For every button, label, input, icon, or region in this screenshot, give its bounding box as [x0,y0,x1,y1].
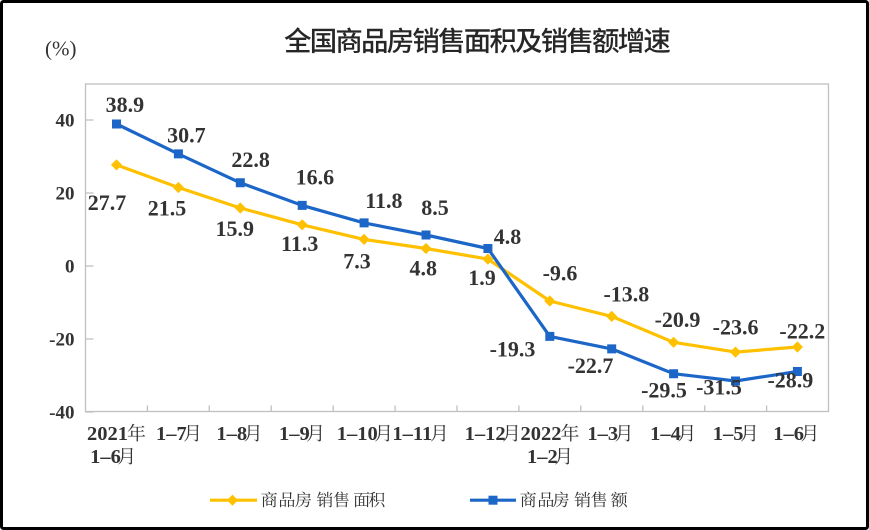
svg-text:1–3: 1–3 [587,423,618,445]
svg-text:21.5: 21.5 [148,196,187,221]
svg-text:1–5: 1–5 [713,423,744,445]
svg-text:-29.5: -29.5 [641,378,687,403]
svg-text:-22.7: -22.7 [568,353,614,378]
svg-text:27.7: 27.7 [88,190,127,215]
svg-text:-20: -20 [49,330,74,351]
svg-text:-19.3: -19.3 [490,337,536,362]
svg-text:15.9: 15.9 [216,216,255,241]
svg-text:-22.2: -22.2 [779,319,825,344]
svg-text:0: 0 [65,257,75,278]
svg-text:22.8: 22.8 [231,147,270,172]
svg-text:20: 20 [56,184,75,205]
svg-text:1–10: 1–10 [337,423,378,445]
svg-text:1–8: 1–8 [216,423,247,445]
svg-text:1–12: 1–12 [465,423,506,445]
svg-text:-20.9: -20.9 [655,307,701,332]
svg-text:-23.6: -23.6 [713,315,759,340]
svg-text:16.6: 16.6 [296,164,335,189]
svg-text:8.5: 8.5 [421,195,449,220]
svg-text:-40: -40 [49,403,74,424]
svg-text:7.3: 7.3 [343,249,371,274]
svg-text:1–6: 1–6 [773,423,804,445]
svg-text:2021: 2021 [87,423,128,445]
svg-text:-28.9: -28.9 [767,367,813,392]
svg-text:1–11: 1–11 [392,423,432,445]
svg-text:1–4: 1–4 [650,423,681,445]
svg-text:4.8: 4.8 [494,224,522,249]
svg-text:1–6: 1–6 [90,446,121,468]
svg-text:2022: 2022 [521,423,562,445]
svg-text:1–9: 1–9 [279,423,310,445]
svg-text:1–2: 1–2 [527,446,558,468]
svg-text:40: 40 [56,111,75,132]
svg-text:38.9: 38.9 [106,92,145,117]
svg-text:(%): (%) [45,37,76,61]
svg-text:30.7: 30.7 [167,122,206,147]
svg-text:11.8: 11.8 [365,188,402,213]
svg-text:-13.8: -13.8 [603,281,649,306]
svg-text:4.8: 4.8 [410,256,438,281]
svg-text:1–7: 1–7 [156,423,187,445]
svg-text:1.9: 1.9 [468,265,496,290]
svg-text:-9.6: -9.6 [543,261,578,286]
svg-text:-31.5: -31.5 [696,375,742,400]
svg-text:11.3: 11.3 [281,231,318,256]
